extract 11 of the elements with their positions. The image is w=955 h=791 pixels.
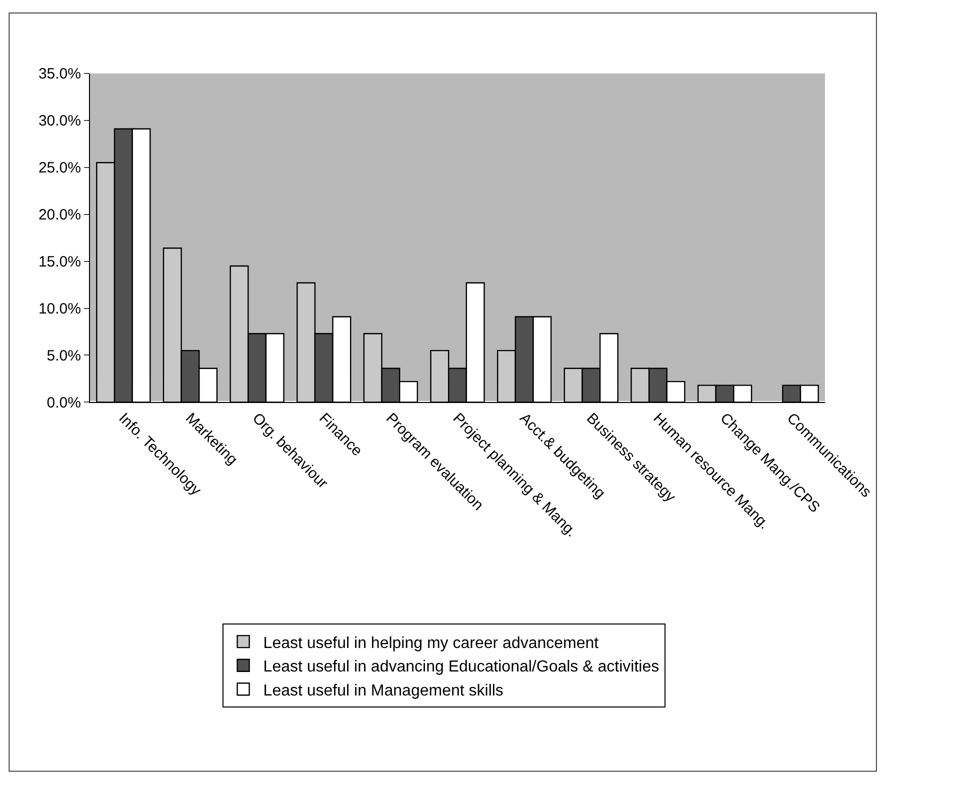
y-tick-label: 5.0% — [46, 347, 81, 364]
y-tick-label: 25.0% — [38, 160, 81, 177]
y-tick-label: 10.0% — [38, 300, 81, 318]
legend-label: Least useful in advancing Educational/Goals & activities — [263, 658, 660, 676]
legend-label: Least useful in Management skills — [263, 682, 504, 700]
legend-label: Least useful in helping my career advancement — [263, 634, 600, 652]
y-tick-label: 0.0% — [46, 394, 81, 412]
y-tick-label: 35.0% — [38, 66, 81, 83]
y-tick-label: 15.0% — [38, 254, 81, 271]
y-tick-label: 30.0% — [38, 112, 81, 130]
y-tick-label: 20.0% — [38, 206, 81, 224]
